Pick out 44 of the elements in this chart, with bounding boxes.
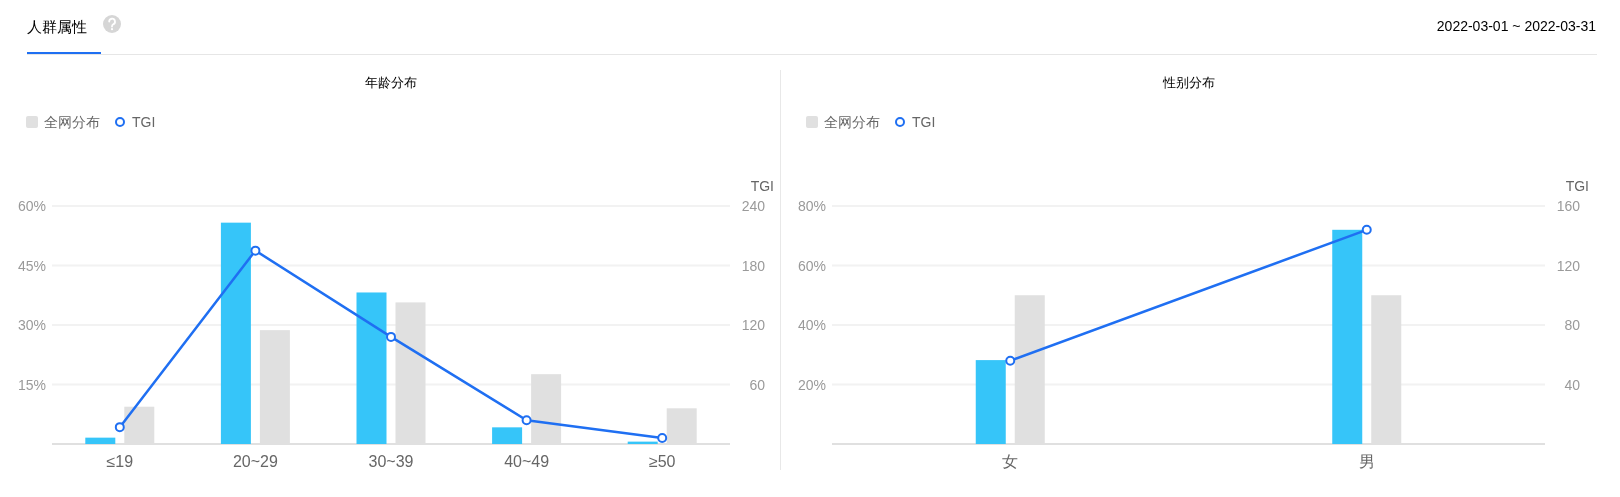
text: 人群属性 [27, 17, 87, 35]
point [657, 433, 668, 444]
bar [356, 292, 387, 444]
y-tick-label: 60% [17, 198, 46, 214]
y-tick-label: 40% [797, 317, 826, 333]
y2-tick-label: 120 [1556, 257, 1581, 274]
y2-tick-label: 80 [1564, 317, 1581, 333]
legend-label: 全网分布 [44, 114, 100, 130]
x-tick-label: 40~49 [504, 453, 550, 470]
legend-label: TGI [912, 114, 936, 130]
y2-tick-label: 40 [1564, 376, 1581, 393]
legend-label: 全网分布 [824, 114, 880, 130]
bar [1332, 229, 1363, 444]
x-tick-label: ≥50 [648, 453, 676, 470]
y2-tick-label: 120 [741, 317, 766, 333]
y-tick-label: 20% [797, 376, 826, 393]
y2-tick-label: 180 [741, 257, 766, 274]
y2-tick-label: 240 [741, 198, 766, 214]
bar [85, 437, 116, 444]
point [114, 422, 125, 433]
x-tick-label: 男 [1358, 453, 1375, 470]
x-tick-label: ≤19 [106, 453, 134, 470]
bar [975, 360, 1006, 444]
y2-tick-label: 160 [1556, 198, 1581, 214]
y-tick-label: 60% [797, 257, 826, 274]
legend-label: TGI [132, 114, 156, 130]
x-tick-label: 女 [1002, 453, 1019, 470]
chart-title: 性别分布 [1161, 74, 1215, 90]
y-tick-label: 30% [17, 317, 46, 333]
chart-title: 年龄分布 [365, 74, 417, 90]
text: 2022-03-01 ~ 2022-03-31 [1436, 18, 1597, 34]
x-tick-label: 30~39 [368, 453, 414, 470]
x-tick-label: 20~29 [232, 453, 278, 470]
bar [492, 427, 523, 444]
y2-axis-title: TGI [1565, 178, 1589, 194]
y-tick-label: 15% [17, 376, 46, 393]
bar [220, 222, 251, 444]
y2-axis-title: TGI [750, 178, 774, 194]
point [386, 331, 396, 342]
y-tick-label: 80% [797, 198, 826, 214]
y-tick-label: 45% [17, 257, 46, 274]
point [250, 245, 261, 256]
y2-tick-label: 60 [749, 376, 766, 393]
point [521, 415, 532, 426]
